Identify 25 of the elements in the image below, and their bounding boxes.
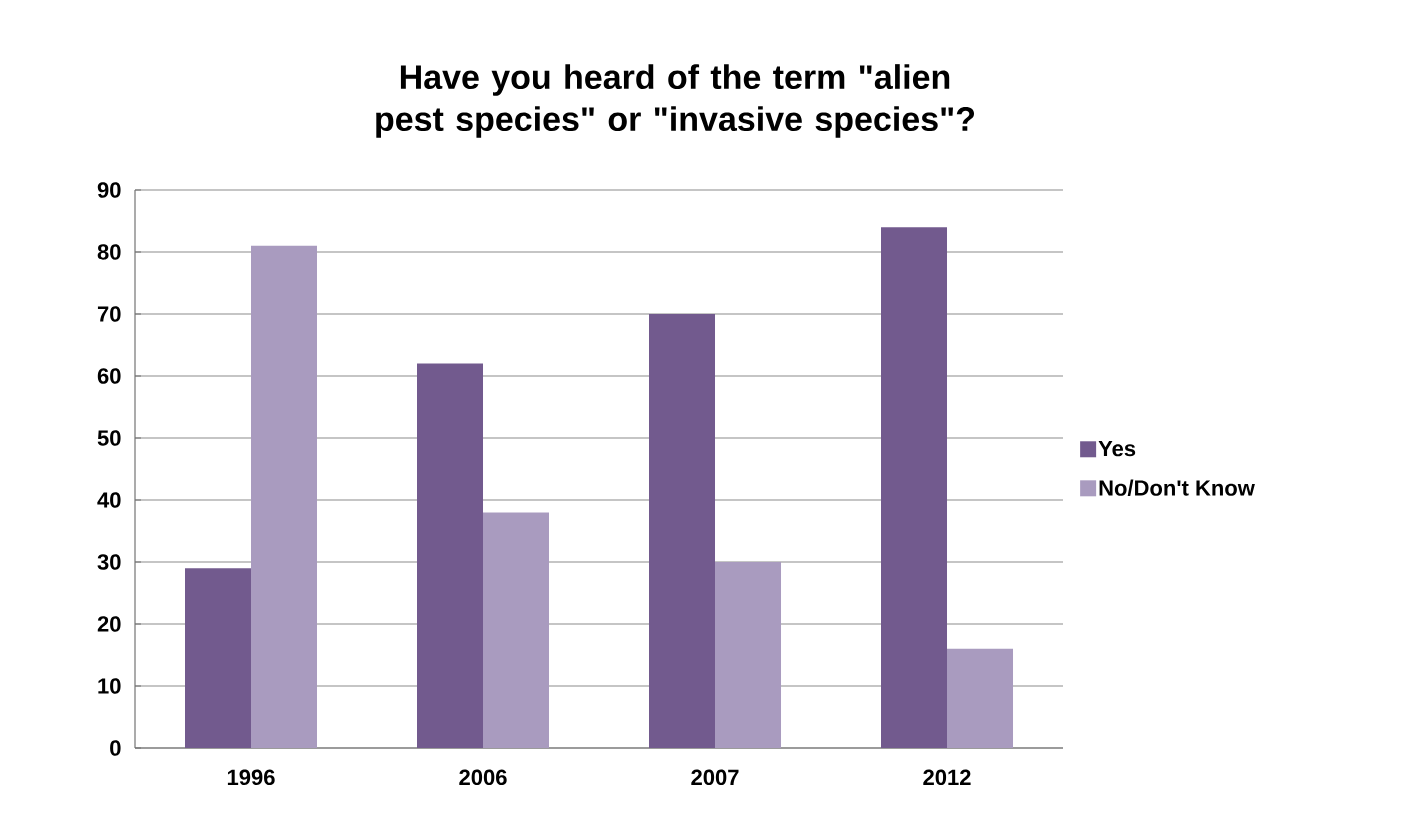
y-tick-label: 80 — [97, 244, 121, 260]
bar — [417, 363, 484, 748]
y-tick-label: 90 — [97, 182, 121, 198]
y-tick-label: 10 — [98, 678, 121, 694]
x-tick-label: 2006 — [459, 769, 507, 786]
bar — [715, 562, 782, 748]
y-tick-label: 60 — [97, 368, 121, 384]
x-tick-label: 1996 — [227, 769, 275, 786]
bar — [185, 568, 252, 748]
chart-title: Have you heard of the term "alien pest species" or "invasive species"? — [376, 64, 975, 138]
x-tick-label: 2012 — [923, 769, 971, 786]
y-tick-label: 30 — [97, 554, 121, 570]
y-tick-label: 50 — [97, 430, 121, 446]
legend-label: No/Don't Know — [1099, 479, 1255, 496]
x-tick-label: 2007 — [691, 769, 739, 786]
bar — [649, 314, 716, 748]
y-tick-label: 40 — [97, 492, 121, 508]
bar — [947, 648, 1014, 748]
bar — [251, 245, 318, 748]
y-tick-label: 20 — [97, 616, 121, 632]
y-tick-label: 0 — [110, 740, 121, 756]
y-tick-label: 70 — [97, 306, 121, 322]
bar — [881, 227, 948, 748]
legend-label: Yes — [1098, 440, 1136, 457]
bar — [483, 512, 550, 748]
